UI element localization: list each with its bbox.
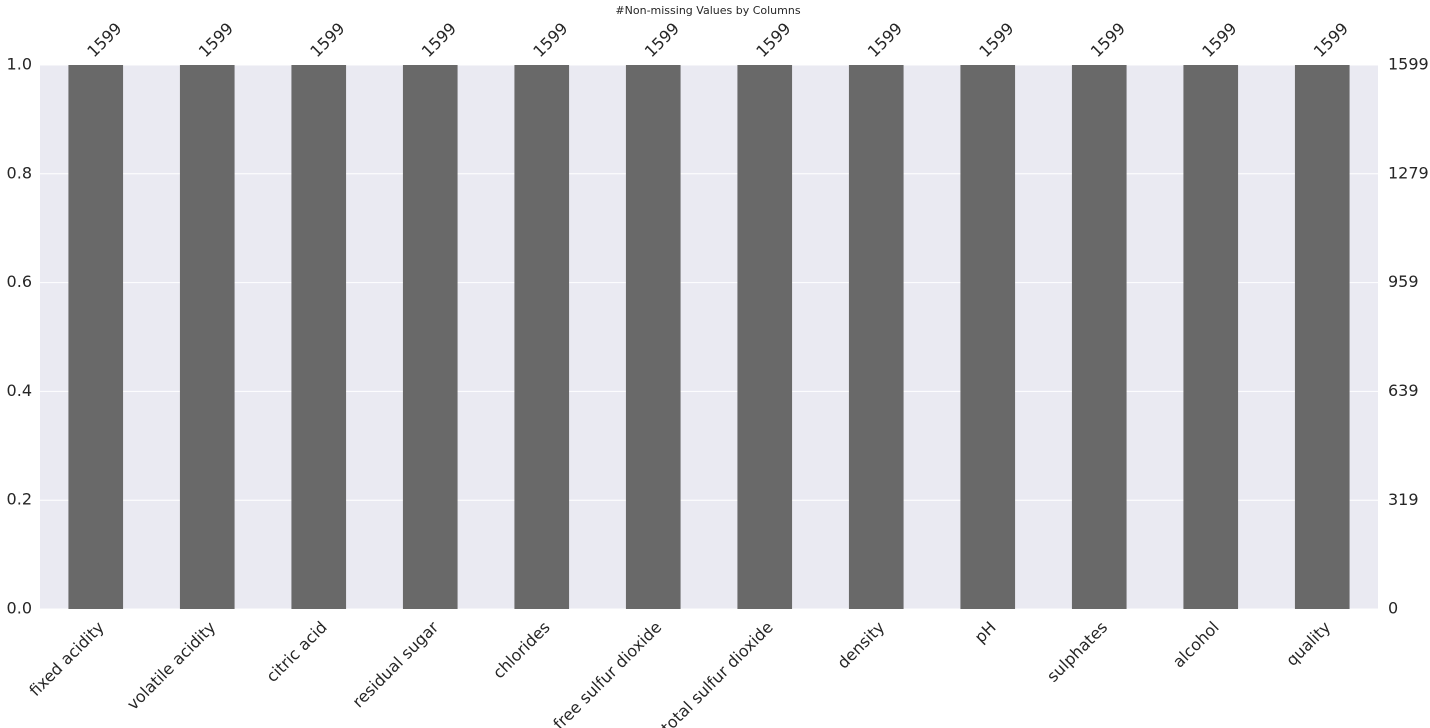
y2-tick-label: 959 [1388, 272, 1419, 291]
y2-tick-label: 1599 [1388, 55, 1429, 74]
bar [68, 65, 124, 609]
x-tick-label: fixed acidity [25, 618, 107, 700]
bar [1071, 65, 1127, 609]
y-tick-label: 0.8 [7, 163, 32, 182]
y2-tick-label: 0 [1388, 599, 1398, 618]
y-tick-label: 0.6 [7, 272, 32, 291]
chart-title: #Non-missing Values by Columns [615, 4, 800, 17]
y2-tick-label: 639 [1388, 381, 1419, 400]
x-tick-label: total sulfur dioxide [657, 618, 776, 728]
data-label: 1599 [529, 19, 571, 61]
bar [291, 65, 347, 609]
bar [179, 65, 235, 609]
bar [514, 65, 570, 609]
bar [625, 65, 681, 609]
data-label: 1599 [418, 19, 460, 61]
x-tick-label: volatile acidity [123, 618, 219, 714]
x-tick-label: density [833, 618, 888, 673]
x-tick-label: quality [1282, 618, 1334, 670]
bar [960, 65, 1016, 609]
y-tick-label: 1.0 [7, 55, 32, 74]
data-label: 1599 [1087, 19, 1129, 61]
y2-tick-label: 1279 [1388, 163, 1429, 182]
x-tick-label: pH [971, 618, 1000, 647]
x-tick-label: sulphates [1043, 618, 1111, 686]
data-label: 1599 [975, 19, 1017, 61]
data-label: 1599 [1310, 19, 1352, 61]
bar [1294, 65, 1350, 609]
bar [848, 65, 904, 609]
data-label: 1599 [83, 19, 125, 61]
bar [1183, 65, 1239, 609]
data-label: 1599 [752, 19, 794, 61]
data-label: 1599 [641, 19, 683, 61]
data-label: 1599 [864, 19, 906, 61]
x-tick-label: alcohol [1169, 618, 1223, 672]
bar [402, 65, 458, 609]
data-label: 1599 [1198, 19, 1240, 61]
plot-background [40, 65, 1378, 609]
y-tick-label: 0.0 [7, 599, 32, 618]
bar [737, 65, 793, 609]
x-tick-label: citric acid [262, 618, 330, 686]
y-tick-label: 0.4 [7, 381, 32, 400]
y2-tick-label: 319 [1388, 490, 1419, 509]
data-label: 1599 [195, 19, 237, 61]
x-tick-label: free sulfur dioxide [549, 618, 665, 728]
x-tick-label: residual sugar [349, 617, 443, 711]
data-label: 1599 [306, 19, 348, 61]
x-tick-label: chlorides [489, 618, 554, 683]
y-tick-label: 0.2 [7, 490, 32, 509]
